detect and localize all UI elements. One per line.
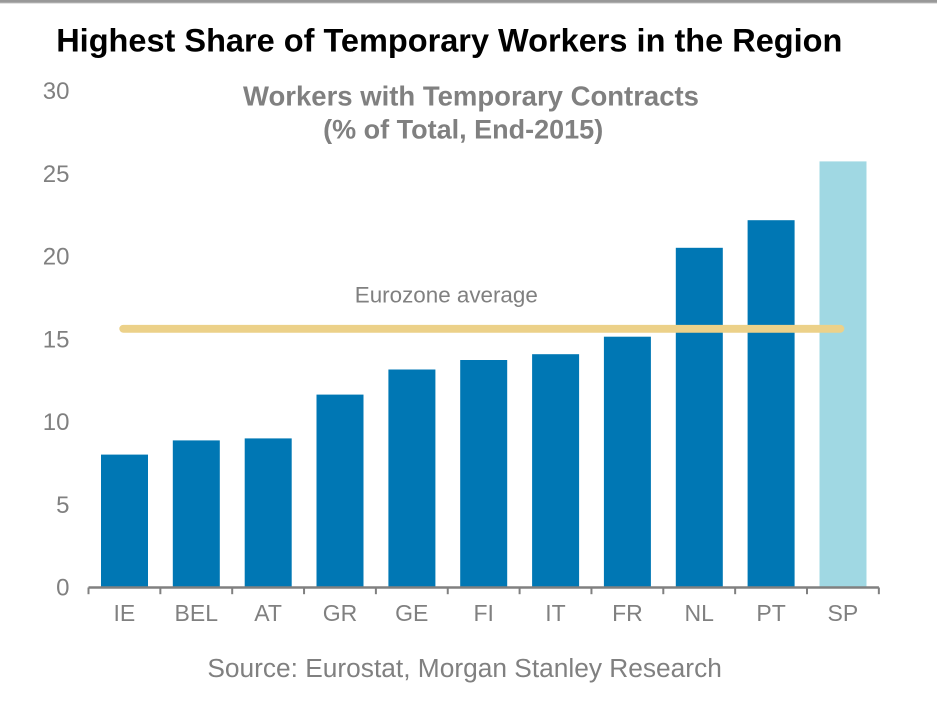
svg-text:GE: GE (395, 600, 428, 626)
svg-text:Workers with Temporary Contrac: Workers with Temporary Contracts (243, 80, 699, 111)
svg-text:PT: PT (756, 600, 785, 626)
svg-text:IT: IT (545, 600, 565, 626)
svg-text:BEL: BEL (175, 600, 219, 626)
svg-text:25: 25 (43, 161, 70, 188)
svg-text:AT: AT (254, 600, 282, 626)
svg-text:Source: Eurostat, Morgan Stanl: Source: Eurostat, Morgan Stanley Researc… (207, 653, 722, 683)
svg-text:Eurozone average: Eurozone average (355, 282, 538, 307)
svg-text:5: 5 (56, 492, 69, 519)
svg-text:SP: SP (828, 600, 859, 626)
svg-text:30: 30 (43, 78, 70, 105)
svg-text:(% of Total, End-2015): (% of Total, End-2015) (323, 114, 603, 144)
svg-text:FR: FR (612, 600, 643, 626)
svg-text:FI: FI (473, 600, 493, 626)
svg-text:20: 20 (43, 244, 70, 271)
svg-text:GR: GR (323, 600, 358, 626)
svg-text:10: 10 (43, 409, 70, 436)
svg-text:IE: IE (114, 600, 136, 626)
svg-text:Highest Share of Temporary Wor: Highest Share of Temporary Workers in th… (56, 22, 842, 58)
svg-text:NL: NL (684, 600, 714, 626)
svg-text:0: 0 (56, 575, 69, 602)
svg-text:15: 15 (43, 326, 70, 353)
